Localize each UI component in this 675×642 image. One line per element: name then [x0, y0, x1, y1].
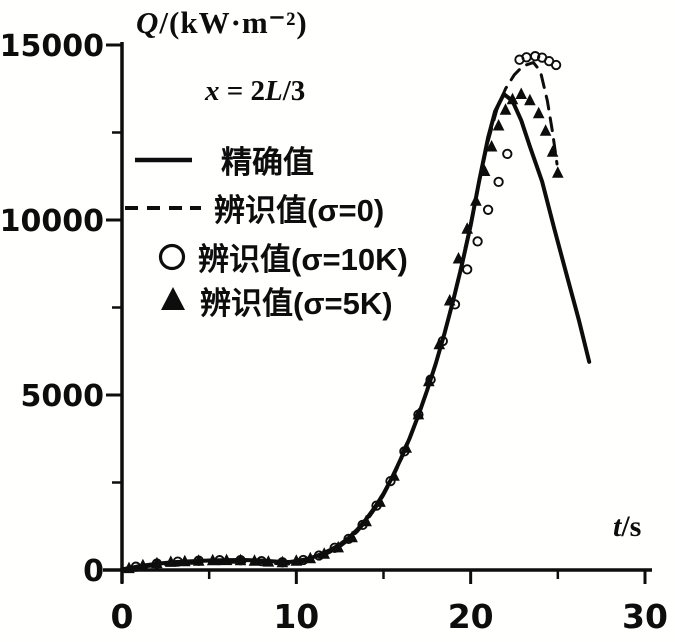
sigma5k-point — [452, 252, 465, 264]
sigma5k-point — [179, 554, 191, 567]
sigma5k-point — [151, 556, 163, 569]
sigma5k-point — [137, 558, 149, 571]
sigma10k-point — [472, 236, 483, 247]
legend-label-sigma10k: 辨识值(σ=10K) — [198, 242, 408, 277]
y-tick-label: 5000 — [21, 379, 105, 414]
sigma10k-point — [530, 51, 541, 62]
sigma5k-point — [423, 374, 435, 387]
x-tick-label: 10 — [273, 597, 319, 636]
axis-ticks: 0 5000 10000 15000 0 10 20 30 — [0, 29, 668, 636]
sigma5k-point — [461, 222, 473, 234]
sigma5k-point — [412, 407, 425, 420]
y-axis-title: Q/(kW·m⁻²) — [136, 5, 308, 40]
sigma5k-point — [492, 119, 505, 131]
sigma5k-point — [400, 441, 412, 453]
legend-label-sigma0: 辨识值(σ=0) — [214, 193, 385, 228]
x-axis-title-units: /s — [621, 510, 642, 543]
sigma5k-point — [374, 495, 386, 507]
identified-sigma5k-markers — [123, 87, 564, 574]
legend-item-sigma10k: 辨识值(σ=10K) — [156, 234, 408, 279]
sigma5k-point — [206, 553, 219, 566]
sigma5k-point — [262, 555, 275, 567]
sigma5k-point — [532, 106, 545, 119]
sigma5k-point — [290, 554, 303, 566]
x-tick-label: 30 — [622, 597, 668, 636]
x-tick-label: 20 — [448, 597, 494, 636]
sigma5k-point — [276, 555, 289, 568]
sigma5k-point — [485, 140, 498, 152]
sigma5k-point — [506, 92, 519, 105]
x-axis-title-symbol: t — [613, 510, 622, 543]
annotation-equals: = 2 — [219, 75, 266, 107]
y-tick-label: 10000 — [0, 204, 104, 239]
sigma5k-point — [478, 164, 491, 176]
y-axis-title-symbol: Q — [136, 5, 160, 40]
sigma5k-point — [360, 514, 372, 527]
sigma5k-point — [165, 555, 177, 567]
sigma5k-point — [248, 554, 261, 566]
x-tick-label: 0 — [111, 597, 134, 636]
legend-label-exact: 精确值 — [221, 145, 314, 180]
annotation-var-l: L — [265, 75, 283, 107]
triangle-marker-swatch — [161, 286, 185, 310]
sigma10k-point — [462, 264, 473, 275]
sigma5k-point — [539, 124, 552, 136]
sigma10k-point — [482, 204, 494, 215]
y-tick-label: 0 — [83, 554, 104, 589]
legend-item-sigma5k: 辨识值(σ=5K) — [158, 278, 393, 323]
legend-item-sigma0: 辨识值(σ=0) — [124, 185, 384, 230]
sigma5k-point — [515, 87, 527, 99]
legend-label-sigma5k: 辨识值(σ=5K) — [200, 286, 393, 321]
dashed-line-swatch — [125, 205, 201, 210]
sigma10k-point — [502, 148, 513, 160]
sigma10k-point — [550, 59, 562, 71]
y-tick-label: 15000 — [0, 29, 104, 64]
solid-line-swatch — [135, 157, 192, 162]
x-axis-title: t/s — [613, 510, 641, 543]
sigma10k-point — [493, 176, 504, 188]
sigma5k-point — [546, 145, 559, 157]
sigma5k-point — [499, 103, 512, 115]
legend-item-exact: 精确值 — [133, 137, 314, 182]
annotation-rest: /3 — [282, 75, 306, 107]
annotation-var-x: x — [205, 75, 220, 107]
position-annotation: x = 2L/3 — [205, 75, 306, 108]
sigma5k-point — [470, 194, 482, 206]
sigma5k-point — [234, 553, 247, 566]
circle-marker-swatch — [158, 243, 186, 270]
sigma5k-point — [220, 553, 233, 566]
sigma5k-point — [433, 337, 446, 350]
sigma5k-point — [552, 166, 564, 178]
sigma5k-point — [304, 551, 317, 564]
sigma5k-point — [346, 530, 358, 543]
y-axis-title-units: /(kW·m⁻²) — [159, 5, 308, 40]
sigma5k-point — [318, 547, 330, 559]
sigma5k-point — [443, 294, 456, 306]
sigma5k-point — [524, 93, 536, 106]
sigma5k-point — [388, 469, 400, 481]
sigma5k-point — [332, 540, 344, 553]
sigma5k-point — [192, 554, 205, 566]
